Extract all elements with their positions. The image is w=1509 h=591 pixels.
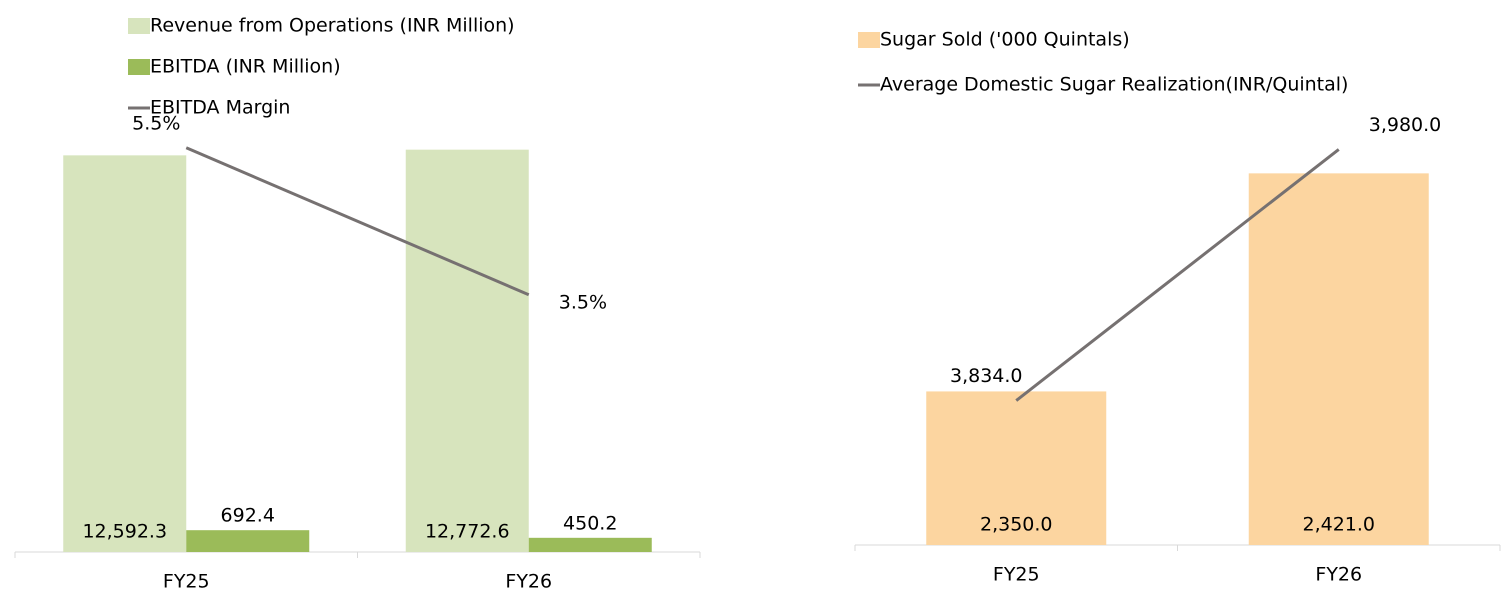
data-label: 3,980.0 [1369, 114, 1442, 136]
bar [926, 391, 1107, 545]
legend-swatch [128, 59, 150, 75]
data-label: 12,772.6 [425, 521, 510, 543]
data-label: 692.4 [221, 505, 275, 527]
data-label: 2,350.0 [980, 514, 1053, 536]
x-tick-label: FY26 [1315, 564, 1362, 586]
legend-label: Average Domestic Sugar Realization(INR/Q… [880, 74, 1348, 96]
bar [1248, 173, 1429, 545]
legend-label: Revenue from Operations (INR Million) [150, 15, 515, 37]
data-label: 5.5% [132, 112, 180, 134]
x-tick-label: FY25 [163, 571, 210, 591]
legend-swatch [128, 18, 150, 34]
bar [528, 537, 652, 552]
bar [63, 155, 187, 553]
data-label: 12,592.3 [82, 521, 167, 543]
data-label: 3,834.0 [950, 365, 1023, 387]
legend-label: EBITDA (INR Million) [150, 56, 341, 78]
bar [405, 149, 529, 553]
legend-label: EBITDA Margin [150, 97, 290, 119]
line [185, 146, 530, 297]
data-label: 450.2 [563, 512, 617, 534]
bar [186, 530, 310, 552]
legend-swatch [858, 32, 880, 48]
data-label: 3.5% [559, 291, 607, 313]
x-tick-label: FY25 [993, 564, 1040, 586]
x-tick-label: FY26 [505, 571, 552, 591]
data-label: 2,421.0 [1302, 514, 1375, 536]
line [1015, 148, 1340, 402]
legend-label: Sugar Sold ('000 Quintals) [880, 29, 1130, 51]
